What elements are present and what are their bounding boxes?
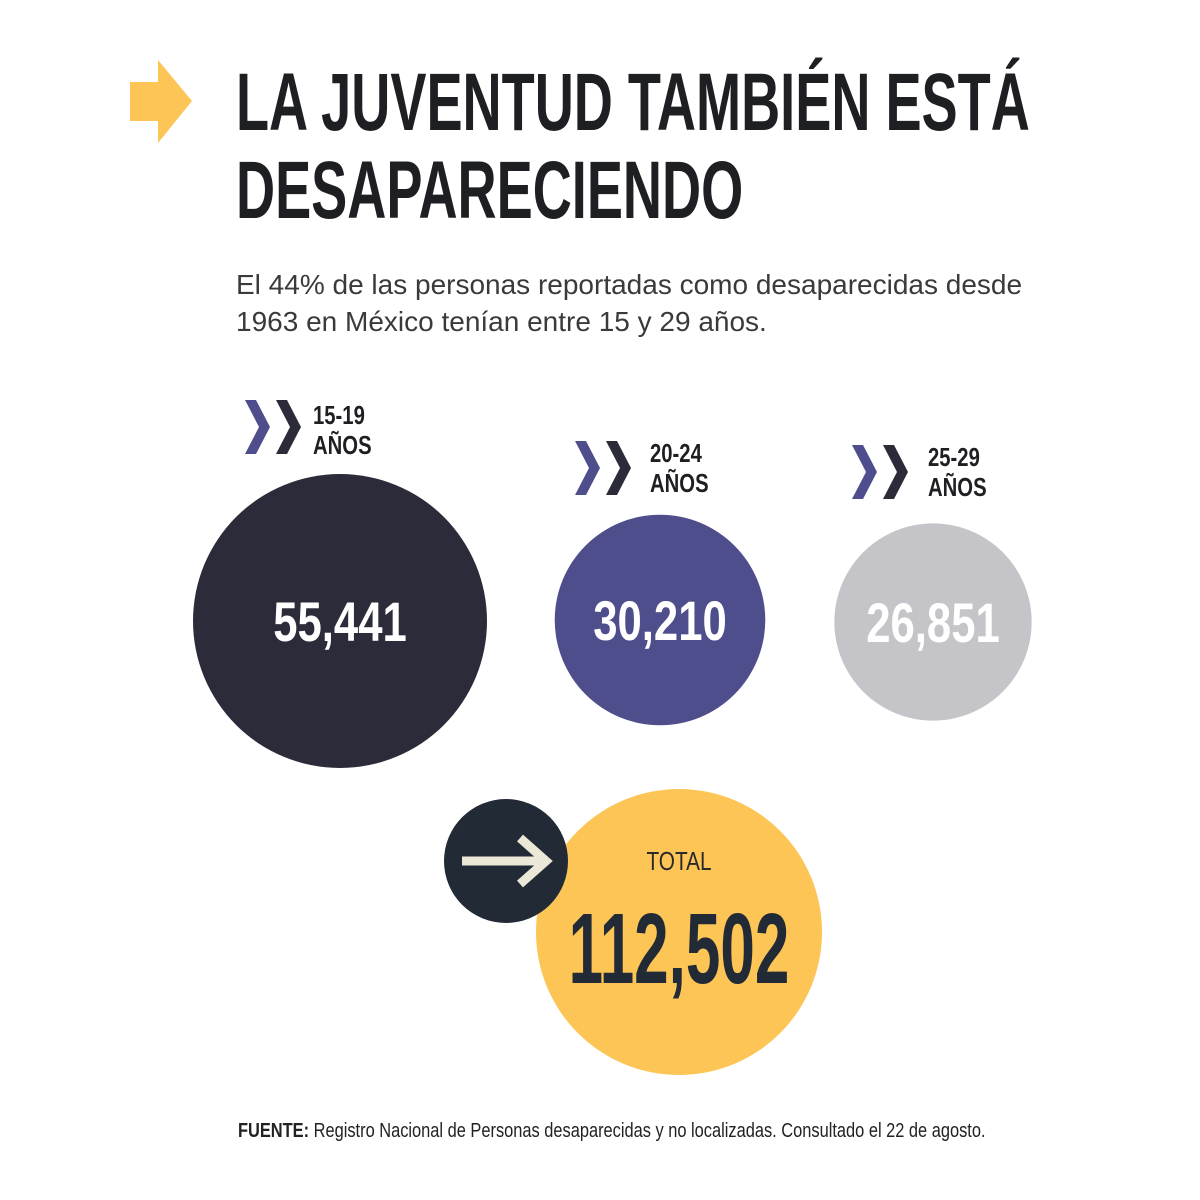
chevron-icon: [245, 400, 270, 454]
bubble-value-label: 26,851: [866, 592, 1000, 654]
title-line-2: DESAPARECIENDO: [236, 145, 744, 236]
chevron-icon: [883, 445, 908, 499]
category-label-15-19: 15-19 AÑOS: [313, 400, 372, 460]
arrow-right-icon: [462, 834, 553, 888]
total-value: 112,502: [569, 893, 790, 1005]
chevron-icon: [606, 441, 631, 495]
chevron-icon: [852, 445, 877, 499]
bubble-value-label: 30,210: [593, 590, 727, 652]
title-arrow-icon: [130, 60, 192, 143]
title-line-1: LA JUVENTUD TAMBIÉN ESTÁ: [236, 57, 1030, 148]
source-note: FUENTE: Registro Nacional de Personas de…: [238, 1120, 1150, 1143]
chevron-icon: [276, 400, 301, 454]
source-label: FUENTE:: [238, 1120, 310, 1142]
subtitle: El 44% de las personas reportadas como d…: [236, 269, 1023, 337]
bubble-value-label: 55,441: [273, 591, 407, 653]
category-label-25-29: 25-29 AÑOS: [928, 442, 987, 502]
total-bubble: [536, 789, 822, 1075]
chevron-icon: [575, 441, 600, 495]
bubble-20-24: [554, 514, 766, 726]
total-label: TOTAL: [646, 847, 711, 876]
bubble-25-29: [834, 523, 1032, 721]
source-text: Registro Nacional de Personas desapareci…: [309, 1120, 986, 1142]
category-label-20-24: 20-24 AÑOS: [650, 438, 709, 498]
bubble-15-19: [193, 474, 487, 768]
